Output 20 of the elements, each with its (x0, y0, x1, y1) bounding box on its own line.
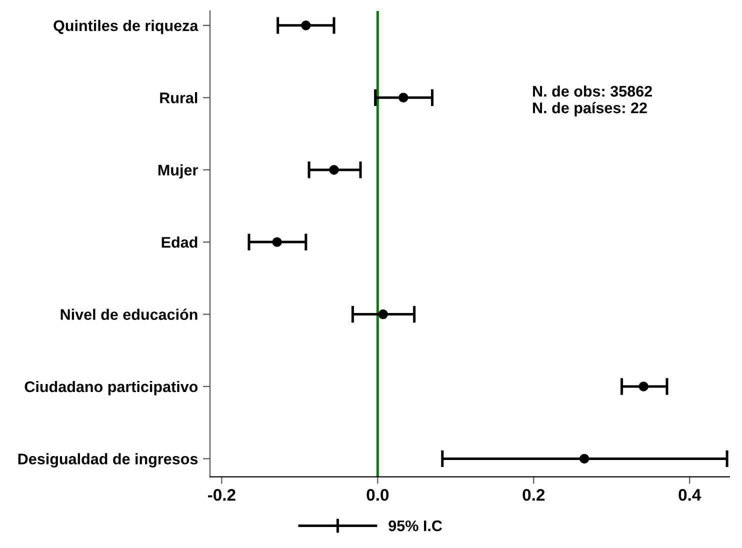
x-tick-label: 0.2 (522, 489, 545, 501)
point (301, 20, 311, 30)
point (398, 92, 408, 102)
x-tick-label: 0.4 (678, 489, 702, 501)
annotation: N. de obs: 35862 N. de países: 22 (533, 85, 652, 116)
y-tick-label: Rural (160, 92, 198, 104)
point (638, 382, 648, 392)
point (378, 309, 388, 320)
x-tick-label: 0.0 (366, 489, 389, 501)
y-tick-label: Mujer (158, 164, 198, 179)
point (329, 164, 339, 175)
point (272, 237, 282, 247)
legend-label: 95% I.C (388, 520, 442, 532)
y-tick-label: Nivel de educación (60, 308, 198, 320)
y-tick-label: Edad (162, 236, 198, 248)
point (579, 454, 590, 464)
x-tick-label: -0.2 (208, 489, 236, 501)
y-tick-label: Quintiles de riqueza (54, 20, 198, 34)
y-tick-label: Desigualdad de ingresos (18, 453, 198, 468)
y-tick-label: Ciudadano participativo (24, 380, 198, 396)
